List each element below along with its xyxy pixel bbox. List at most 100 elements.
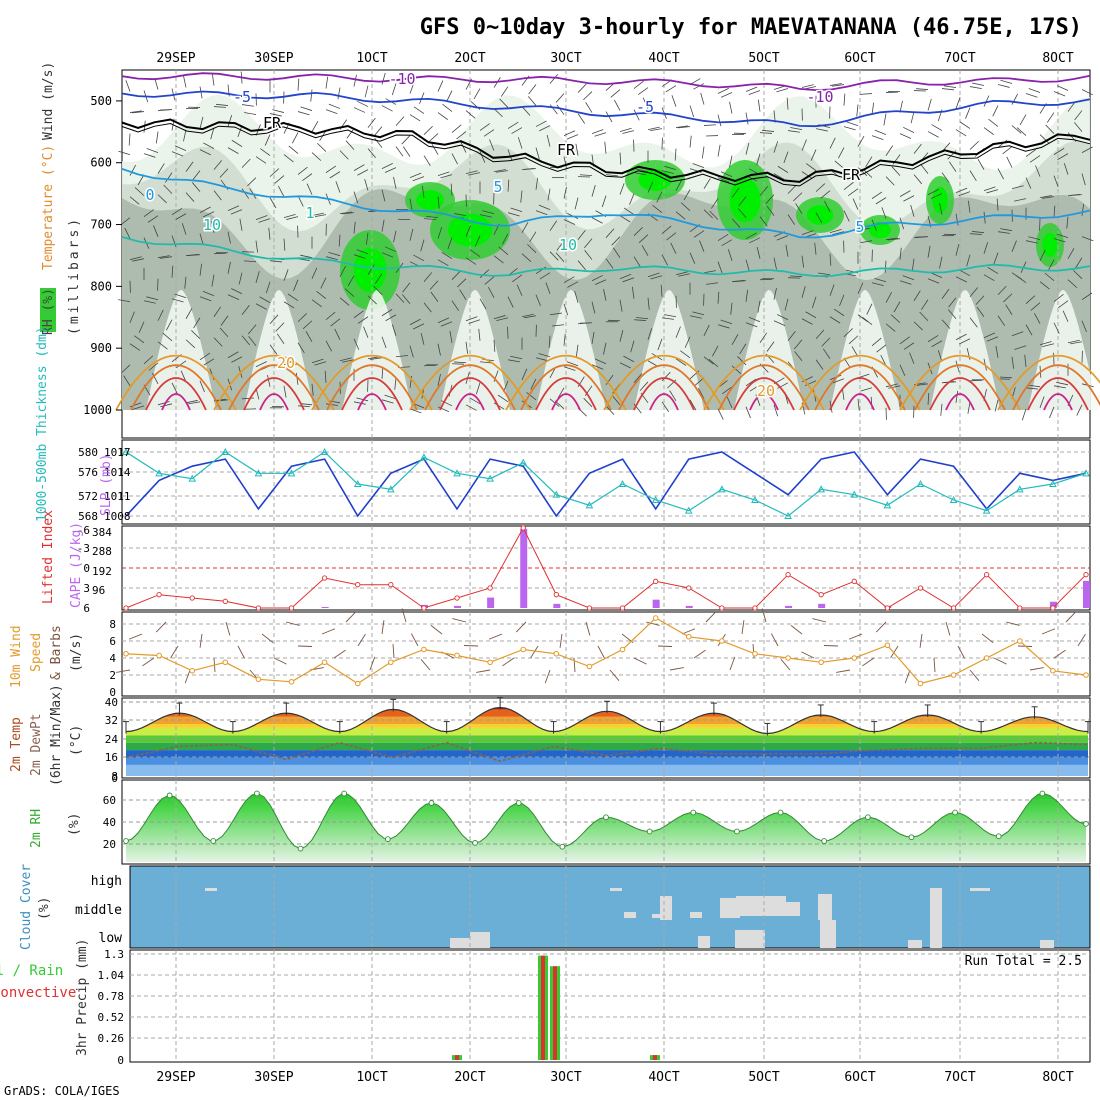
thickness-marker [320, 447, 329, 455]
wind-marker [983, 655, 990, 661]
wind-barb [457, 278, 467, 288]
wind-barb [381, 252, 394, 258]
wind-barb [391, 324, 397, 336]
wind-barb [479, 151, 486, 163]
wind-barb [749, 384, 761, 392]
wind-barb [499, 98, 509, 108]
temp-tick: 32 [105, 714, 118, 727]
wind-barb [899, 133, 912, 139]
warm-contour [551, 393, 581, 411]
wind-barb [268, 227, 271, 240]
wind-barb [839, 294, 845, 307]
cloud-block [205, 888, 217, 891]
wind-barb [423, 218, 436, 220]
wind-barb [710, 198, 719, 209]
wind-barb [483, 129, 495, 137]
lifted-marker [950, 605, 957, 611]
wind-barb [665, 85, 677, 93]
wind-barb-10m [345, 611, 357, 623]
contour-line [121, 168, 1091, 239]
wind-barb [511, 127, 523, 134]
wind-barb [192, 170, 201, 181]
wind-barb [717, 144, 721, 157]
rh-y-axis: 60 40 20 [103, 794, 116, 851]
contour-label: -10 [388, 70, 415, 88]
wind-barb-10m [919, 633, 923, 648]
wind-barb [510, 207, 523, 213]
wind-barb [311, 212, 324, 217]
wind-barb [881, 207, 887, 219]
wind-barb [843, 93, 846, 106]
wind-barb [958, 191, 971, 197]
wind-barb [1028, 236, 1041, 241]
wind-barb [297, 313, 307, 323]
cloud-block [660, 896, 672, 920]
wind-barb-10m [1041, 628, 1056, 635]
wind-barb [1073, 122, 1083, 132]
wind-barb [210, 220, 215, 233]
wind-barb [1030, 302, 1041, 311]
wind-barb [983, 274, 995, 282]
wind-barb [814, 242, 817, 255]
ylabel-wind-2: Speed [29, 633, 44, 672]
wind-barb-10m [476, 669, 491, 673]
wind-barb [220, 315, 229, 326]
wind-barb [787, 130, 800, 133]
thickness-marker [486, 474, 494, 482]
wind-marker [454, 652, 460, 659]
wind-barb [384, 394, 397, 400]
wind-tick: 0 [109, 686, 116, 699]
wind-barb [420, 333, 425, 345]
wind-barb [1039, 396, 1045, 408]
wind-barb [731, 365, 742, 375]
wind-barb [488, 286, 495, 298]
wind-barb [556, 104, 565, 115]
wind-barb [776, 88, 789, 93]
wind-barb-10m [933, 657, 936, 672]
wind-barb [353, 254, 366, 259]
wind-barb [393, 230, 397, 243]
wind-barb-10m [411, 633, 419, 647]
wind-barb-10m [420, 658, 431, 671]
cape-bar [1049, 601, 1057, 608]
wind-barb [678, 273, 691, 277]
warm-contour [633, 377, 695, 411]
wind-barb [619, 299, 623, 312]
slp-tick: 1011 [104, 490, 131, 503]
slp-y-axis: 580 576 572 568 1017 1014 1011 1008 [78, 446, 131, 523]
wind-barb [563, 333, 566, 346]
wind-barb [689, 315, 702, 319]
wind-barb [717, 233, 729, 242]
slp-thickness-panel: 580 576 572 568 1017 1014 1011 1008 1000-500mb … [35, 326, 1091, 525]
wind-barb [1028, 384, 1041, 388]
wind-barb [759, 132, 772, 134]
wind-barb [1075, 257, 1083, 269]
wind-marker [123, 650, 129, 657]
wind-barb [948, 297, 957, 308]
wind-barb [440, 321, 453, 327]
wind-barb [829, 83, 842, 86]
wind-barb [745, 232, 757, 240]
wind-barb [848, 335, 859, 345]
rh-marker [690, 809, 697, 816]
wind-panel-frame [121, 611, 1091, 697]
wind-barb [619, 330, 624, 342]
wind-barb [311, 383, 314, 396]
wind-barb [931, 124, 943, 131]
wind-barb [129, 343, 141, 351]
wind-barb [338, 234, 341, 247]
wind-barb [381, 219, 385, 232]
wind-barb [594, 358, 607, 365]
wind-barb-10m [155, 621, 167, 633]
wind-barb-10m [452, 618, 467, 623]
wind-barb [585, 102, 593, 113]
wind-barb [773, 404, 779, 417]
wind-barb [712, 345, 719, 357]
warm-contour [618, 364, 710, 411]
wind-barb [605, 258, 614, 269]
wind-barb [832, 84, 845, 87]
wind-barb [591, 364, 604, 370]
wind-barb [157, 341, 168, 350]
wind-barb [727, 249, 733, 261]
wind-barb [320, 277, 327, 289]
